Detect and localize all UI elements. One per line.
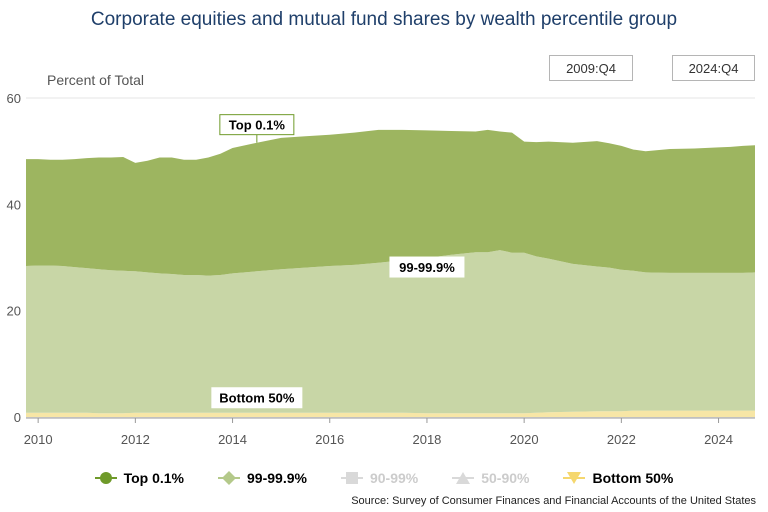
y-tick-label: 20	[7, 304, 21, 319]
y-axis-label: Percent of Total	[47, 72, 144, 88]
legend: Top 0.1% 99-99.9% 90-99% 50-90% Bottom 50%	[0, 470, 768, 486]
annotation-box	[211, 387, 303, 409]
y-tick-label: 40	[7, 197, 21, 212]
x-tick-label: 2018	[412, 432, 441, 447]
x-tick-label: 2020	[510, 432, 539, 447]
annotation-99-99-9-: 99-99.9%	[389, 256, 465, 278]
annotation-label: Bottom 50%	[219, 391, 295, 406]
annotation-box	[219, 114, 295, 136]
triangle-icon	[452, 472, 475, 484]
circle-icon	[94, 472, 117, 484]
legend-item-50-90-[interactable]: 50-90%	[452, 470, 529, 486]
x-tick-label: 2012	[121, 432, 150, 447]
source-note: Source: Survey of Consumer Finances and …	[351, 495, 756, 507]
diamond-icon	[218, 471, 241, 485]
x-tick-label: 2016	[315, 432, 344, 447]
area-top-0-1	[26, 129, 755, 276]
legend-item-99-99-9-[interactable]: 99-99.9%	[218, 470, 307, 486]
annotation-box	[389, 256, 465, 278]
x-tick-label: 2022	[607, 432, 636, 447]
legend-label: Top 0.1%	[123, 470, 185, 486]
area-99-99-9	[26, 250, 755, 414]
legend-label: 50-90%	[481, 470, 530, 486]
legend-label: 99-99.9%	[247, 470, 307, 486]
y-tick-label: 60	[7, 91, 21, 106]
legend-label: 90-99%	[369, 470, 419, 486]
legend-item-top-0-1-[interactable]: Top 0.1%	[94, 470, 185, 486]
annotation-label: Top 0.1%	[229, 118, 286, 133]
triangle-down-icon	[563, 472, 586, 484]
annotation-top-0-1-: Top 0.1%	[219, 114, 295, 143]
annotation-label: 99-99.9%	[399, 260, 455, 275]
y-tick-label: 0	[14, 410, 21, 425]
x-tick-label: 2014	[218, 432, 247, 447]
legend-item-bottom-50-[interactable]: Bottom 50%	[563, 470, 673, 486]
area-bottom-50	[26, 410, 755, 417]
area-chart: Percent of Total 0 20 40 60 2010 2012 2014 2016 2…	[7, 72, 755, 447]
x-tick-label: 2010	[24, 432, 53, 447]
chart-title: Corporate equities and mutual fund share…	[90, 9, 678, 30]
legend-item-90-99-[interactable]: 90-99%	[340, 470, 419, 486]
legend-label: Bottom 50%	[592, 470, 674, 486]
annotation-bottom-50-: Bottom 50%	[211, 387, 303, 409]
range-end-button[interactable]: 2024:Q4	[672, 55, 755, 81]
square-icon	[340, 472, 363, 484]
x-tick-label: 2024	[704, 432, 733, 447]
range-start-button[interactable]: 2009:Q4	[549, 55, 633, 81]
